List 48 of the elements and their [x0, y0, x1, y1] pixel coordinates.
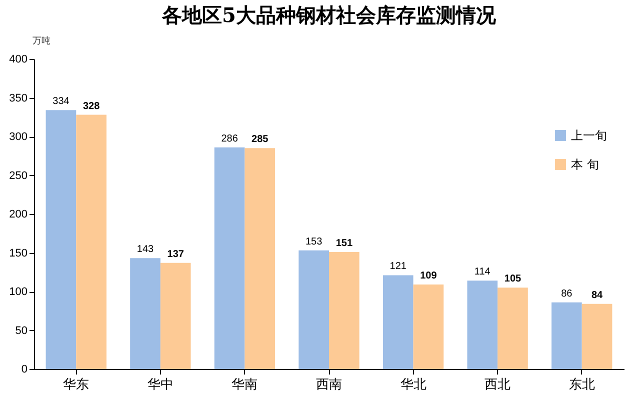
y-tick-label: 100 — [9, 286, 28, 298]
bar — [467, 280, 498, 369]
y-tick-label: 250 — [9, 170, 28, 182]
bar — [582, 304, 612, 369]
bar — [298, 250, 329, 369]
chart-title: 各地区5大品种钢材社会库存监测情况 — [161, 3, 497, 27]
y-tick-label: 50 — [15, 324, 28, 337]
y-tick-label: 400 — [9, 54, 28, 66]
y-tick-label: 300 — [9, 131, 28, 143]
legend-label: 本 旬 — [571, 158, 599, 172]
data-label: 86 — [561, 288, 573, 300]
data-label: 114 — [474, 266, 491, 278]
data-label: 151 — [336, 238, 353, 249]
data-label: 153 — [305, 236, 323, 248]
y-tick-label: 0 — [21, 364, 28, 376]
data-label: 285 — [252, 134, 269, 146]
bar — [76, 114, 106, 369]
bar — [498, 288, 528, 369]
bar — [413, 284, 444, 369]
x-tick-label: 西南 — [316, 378, 342, 392]
data-label: 143 — [136, 244, 154, 256]
data-label: 105 — [504, 274, 522, 285]
bar — [329, 252, 360, 369]
bar — [552, 302, 582, 369]
bar — [382, 275, 414, 369]
data-label: 137 — [167, 248, 184, 260]
data-label: 286 — [221, 133, 238, 144]
y-tick-label: 150 — [9, 247, 28, 260]
x-tick-label: 华东 — [63, 378, 90, 392]
y-tick-label: 200 — [9, 208, 28, 220]
bar — [130, 258, 160, 369]
data-label: 121 — [390, 261, 407, 272]
x-tick-label: 东北 — [568, 378, 595, 392]
y-tick-label: 350 — [9, 92, 28, 104]
bar — [46, 110, 76, 369]
data-label: 328 — [82, 100, 100, 112]
bar — [244, 148, 276, 369]
data-label: 334 — [52, 96, 70, 108]
x-tick-label: 华中 — [147, 378, 174, 392]
bar — [214, 147, 245, 369]
data-label: 84 — [591, 290, 604, 301]
legend-label: 上一旬 — [571, 128, 607, 142]
x-tick-label: 华南 — [232, 378, 258, 392]
bar — [160, 262, 191, 369]
x-tick-label: 西北 — [484, 378, 511, 392]
y-axis-title: 万吨 — [32, 36, 50, 46]
data-label: 109 — [420, 270, 438, 282]
x-tick-label: 华北 — [400, 378, 426, 392]
